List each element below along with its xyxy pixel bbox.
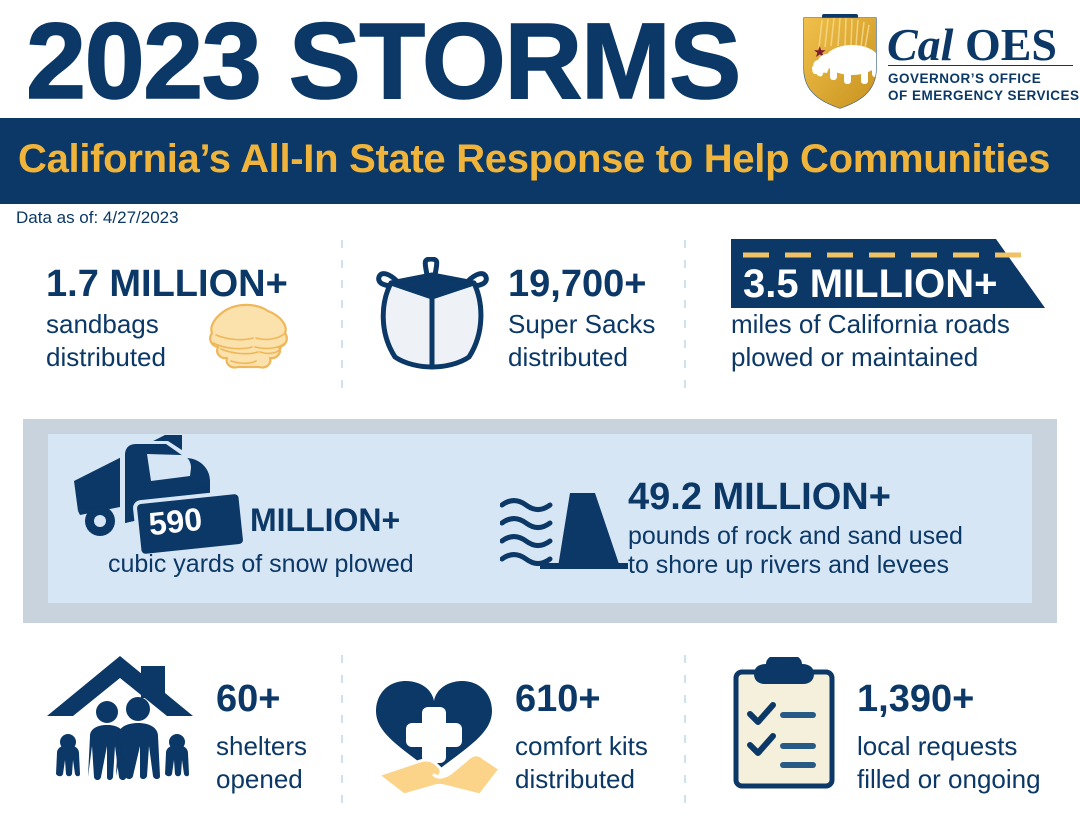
svg-text:3.5 MILLION+: 3.5 MILLION+	[743, 262, 998, 306]
